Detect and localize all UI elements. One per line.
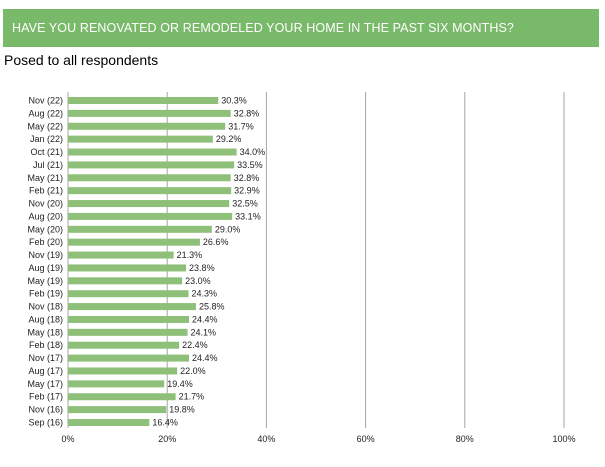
bar <box>68 200 230 208</box>
category-label: Sep (16) <box>28 418 63 428</box>
x-tick-label: 20% <box>158 434 176 444</box>
category-label: Aug (22) <box>28 108 63 118</box>
category-label: Aug (19) <box>28 263 63 273</box>
category-label: May (21) <box>27 173 63 183</box>
data-label: 21.3% <box>177 250 203 260</box>
category-label: Nov (22) <box>28 96 63 106</box>
category-label: Nov (17) <box>28 353 63 363</box>
bar <box>68 161 235 169</box>
category-label: Nov (18) <box>28 302 63 312</box>
x-tick-label: 40% <box>257 434 275 444</box>
bar <box>68 315 190 323</box>
data-label: 33.1% <box>235 211 261 221</box>
category-labels: Nov (22) Aug (22) May (22) Jan (22) Oct (21)… <box>27 96 63 428</box>
bar <box>68 406 167 414</box>
data-labels: 30.3% 32.8% 31.7% 29.2% 34.0% 33.5% 32.8% 32.9%… <box>152 96 265 428</box>
data-label: 22.0% <box>180 366 206 376</box>
data-label: 32.8% <box>234 173 260 183</box>
category-label: Nov (19) <box>28 250 63 260</box>
x-tick-label: 80% <box>456 434 474 444</box>
data-label: 19.8% <box>169 405 195 415</box>
data-label: 25.8% <box>199 302 225 312</box>
category-label: Feb (21) <box>29 186 63 196</box>
data-label: 32.5% <box>232 199 258 209</box>
bar <box>68 97 219 104</box>
bar <box>68 238 200 246</box>
bar <box>68 109 231 117</box>
data-label: 24.4% <box>192 353 218 363</box>
data-label: 34.0% <box>240 147 266 157</box>
data-label: 23.0% <box>185 276 211 286</box>
bar <box>68 264 187 272</box>
chart-subtitle: Posed to all respondents <box>4 52 159 68</box>
data-label: 22.4% <box>182 340 208 350</box>
category-label: Feb (20) <box>29 237 63 247</box>
x-tick-label: 100% <box>552 434 575 444</box>
data-label: 29.2% <box>216 134 242 144</box>
category-label: May (17) <box>27 379 63 389</box>
data-label: 21.7% <box>179 392 205 402</box>
data-label: 33.5% <box>237 160 263 170</box>
bar <box>68 135 213 143</box>
data-label: 32.8% <box>234 108 260 118</box>
category-label: Aug (17) <box>28 366 63 376</box>
bar <box>68 148 237 156</box>
category-label: Jul (21) <box>33 160 63 170</box>
data-label: 31.7% <box>228 121 254 131</box>
bar <box>68 354 190 362</box>
category-label: Nov (16) <box>28 405 63 415</box>
category-label: Nov (20) <box>28 199 63 209</box>
data-label: 19.4% <box>167 379 193 389</box>
bar <box>68 251 174 259</box>
bar <box>68 303 196 311</box>
category-label: Aug (20) <box>28 211 63 221</box>
data-label: 16.4% <box>152 418 178 428</box>
x-tick-label: 0% <box>61 434 74 444</box>
bar <box>68 341 180 349</box>
data-label: 23.8% <box>189 263 215 273</box>
data-label: 24.3% <box>192 289 218 299</box>
data-label: 32.9% <box>234 186 260 196</box>
category-label: Aug (18) <box>28 314 63 324</box>
category-label: May (19) <box>27 276 63 286</box>
bar <box>68 419 150 426</box>
bar <box>68 277 183 285</box>
data-label: 24.4% <box>192 314 218 324</box>
bar <box>68 187 232 195</box>
bar <box>68 393 176 401</box>
gridlines <box>67 92 565 428</box>
chart-title-banner: HAVE YOU RENOVATED OR REMODELED YOUR HOM… <box>3 9 599 47</box>
data-label: 30.3% <box>221 96 247 106</box>
x-axis-ticks: 0% 20% 40% 60% 80% 100% <box>61 434 575 444</box>
data-label: 24.1% <box>191 327 217 337</box>
category-label: May (18) <box>27 327 63 337</box>
category-label: Oct (21) <box>30 147 63 157</box>
category-label: May (20) <box>27 224 63 234</box>
data-label: 26.6% <box>203 237 229 247</box>
bar-series <box>68 97 237 426</box>
category-label: May (22) <box>27 121 63 131</box>
x-tick-label: 60% <box>357 434 375 444</box>
category-label: Jan (22) <box>30 134 63 144</box>
chart-title: HAVE YOU RENOVATED OR REMODELED YOUR HOM… <box>12 21 514 35</box>
bar <box>68 367 178 375</box>
category-label: Feb (17) <box>29 392 63 402</box>
bar <box>68 212 233 220</box>
bar <box>68 225 212 233</box>
data-label: 29.0% <box>215 224 241 234</box>
bar <box>68 122 226 130</box>
bar <box>68 290 189 298</box>
bar <box>68 380 165 388</box>
bar <box>68 328 188 336</box>
bar <box>68 174 231 182</box>
category-label: Feb (19) <box>29 289 63 299</box>
category-label: Feb (18) <box>29 340 63 350</box>
